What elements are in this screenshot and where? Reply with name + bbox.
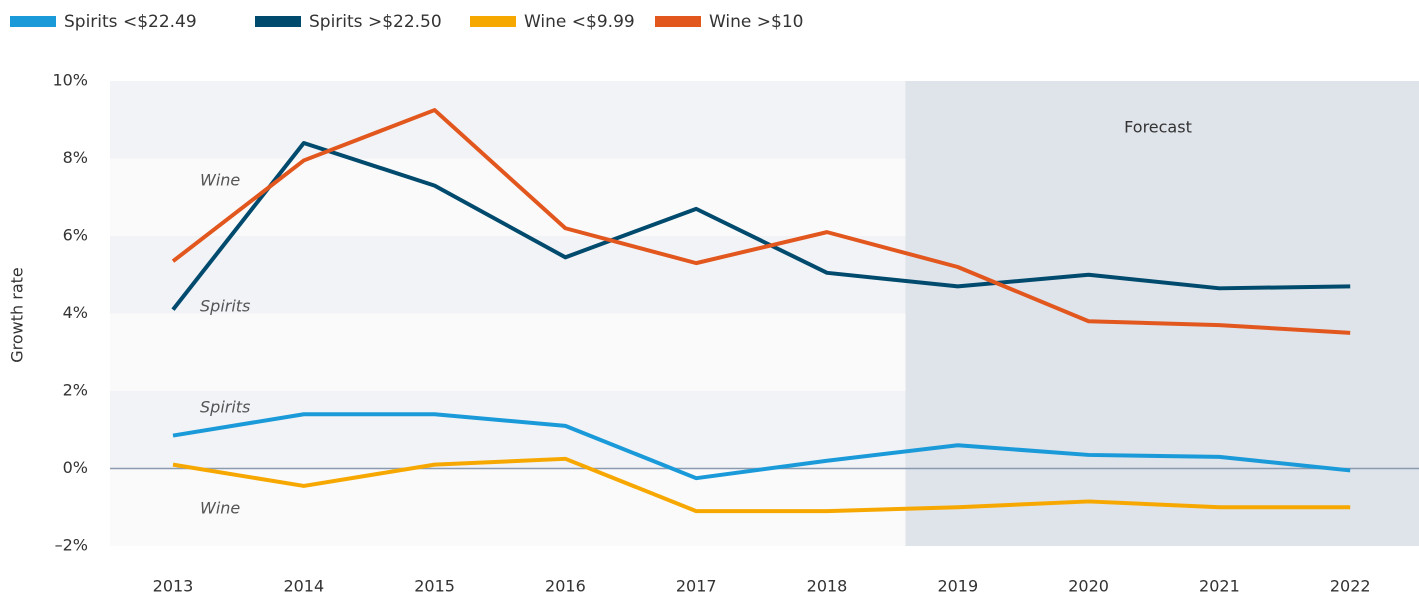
annotation: Spirits <box>200 398 250 417</box>
x-tick-label: 2022 <box>1330 577 1371 595</box>
annotation: Wine <box>200 499 240 518</box>
legend-label: Spirits >$22.50 <box>309 12 442 32</box>
y-tick-label: 10% <box>52 71 88 90</box>
legend-swatch <box>255 16 301 27</box>
x-tick-label: 2018 <box>807 577 848 595</box>
y-axis-label: Growth rate <box>8 267 27 363</box>
x-tick-label: 2015 <box>414 577 455 595</box>
series-line <box>172 456 1351 514</box>
legend-label: Spirits <$22.49 <box>64 12 197 32</box>
x-tick-label: 2013 <box>153 577 194 595</box>
series-line <box>171 108 1351 335</box>
x-tick-label: 2014 <box>283 577 324 595</box>
y-tick-label: –2% <box>55 536 88 555</box>
y-tick-label: 2% <box>63 381 88 400</box>
annotation: Wine <box>200 171 240 190</box>
y-tick-label: 4% <box>63 303 88 322</box>
legend-label: Wine >$10 <box>709 12 804 32</box>
x-tick-label: 2017 <box>676 577 717 595</box>
legend-swatch <box>470 16 516 27</box>
y-tick-label: 6% <box>63 226 88 245</box>
series-line <box>171 141 1351 311</box>
forecast-region <box>905 81 1419 546</box>
x-tick-label: 2019 <box>937 577 978 595</box>
legend-label: Wine <$9.99 <box>524 12 635 32</box>
forecast-label: Forecast <box>1124 118 1192 137</box>
y-tick-label: 8% <box>63 148 88 167</box>
legend-swatch <box>655 16 701 27</box>
annotation: Spirits <box>200 297 250 316</box>
x-tick-label: 2016 <box>545 577 586 595</box>
legend-swatch <box>10 16 56 27</box>
x-tick-label: 2020 <box>1068 577 1109 595</box>
x-tick-label: 2021 <box>1199 577 1240 595</box>
y-tick-label: 0% <box>63 458 88 477</box>
series-line <box>172 412 1351 481</box>
